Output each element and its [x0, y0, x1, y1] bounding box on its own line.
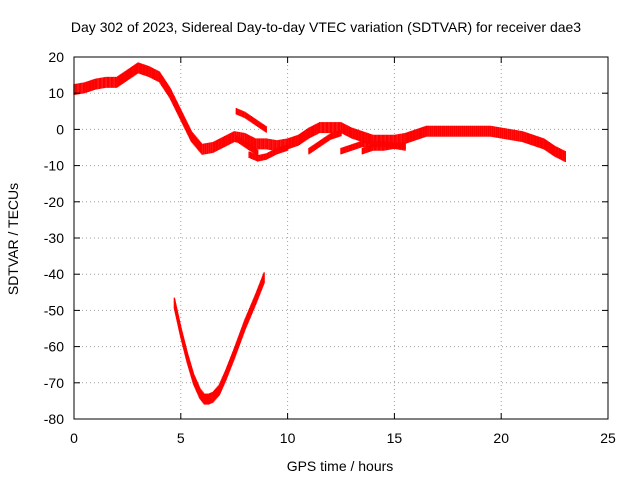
series-0: [73, 62, 566, 163]
chart-title: Day 302 of 2023, Sidereal Day-to-day VTE…: [71, 19, 581, 35]
y-tick-label: -10: [44, 158, 64, 174]
y-tick-label: 10: [48, 85, 64, 101]
y-tick-label: -30: [44, 230, 64, 246]
x-tick-label: 10: [280, 430, 296, 446]
y-tick-labels: 20 10 0 -10 -20 -30 -40 -50 -60 -70 -80: [44, 49, 64, 427]
x-tick-label: 0: [70, 430, 78, 446]
x-tick-labels: 0 5 10 15 20 25: [70, 430, 616, 446]
series-6: [235, 108, 267, 133]
y-tick-label: 20: [48, 49, 64, 65]
x-tick-label: 5: [177, 430, 185, 446]
series-4: [340, 140, 406, 155]
y-tick-label: 0: [56, 121, 64, 137]
data-series: [73, 62, 566, 405]
y-tick-label: -40: [44, 266, 64, 282]
series-7: [173, 272, 265, 405]
series-1: [235, 135, 259, 157]
y-tick-label: -60: [44, 339, 64, 355]
x-tick-label: 20: [493, 430, 509, 446]
series-3: [308, 129, 342, 155]
x-tick-label: 15: [387, 430, 403, 446]
y-axis-label: SDTVAR / TECUs: [5, 183, 21, 295]
series-2: [248, 144, 289, 162]
y-tick-label: -50: [44, 302, 64, 318]
grid-lines: [74, 57, 608, 419]
y-tick-label: -20: [44, 194, 64, 210]
x-tick-label: 25: [600, 430, 616, 446]
y-tick-label: -70: [44, 375, 64, 391]
x-axis-label: GPS time / hours: [287, 458, 394, 474]
y-tick-label: -80: [44, 411, 64, 427]
plot-frame: [73, 56, 609, 420]
series-5: [361, 142, 406, 155]
